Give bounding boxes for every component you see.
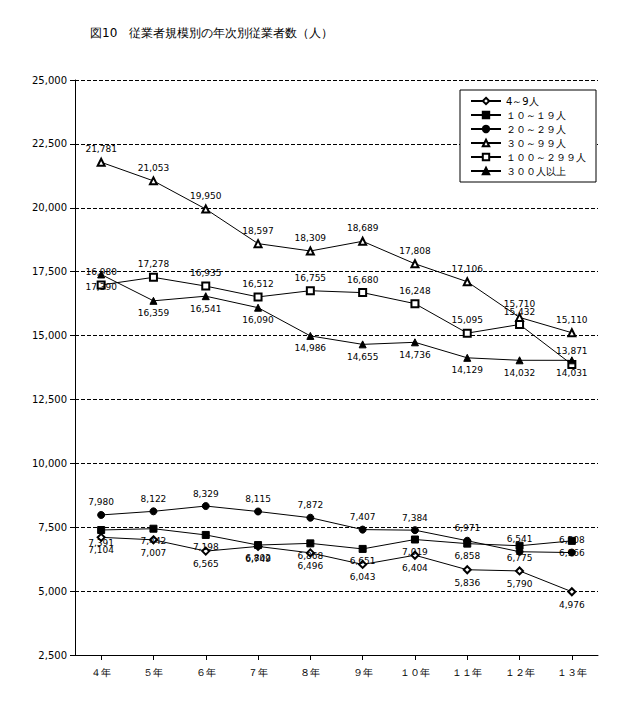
svg-text:8,115: 8,115 [245,494,271,504]
svg-text:7,007: 7,007 [141,548,167,558]
svg-text:15,110: 15,110 [556,315,588,325]
svg-text:7,198: 7,198 [193,542,219,552]
svg-text:2,500: 2,500 [38,650,67,661]
svg-text:6,775: 6,775 [507,553,533,563]
svg-text:15,432: 15,432 [504,307,536,317]
svg-text:8,122: 8,122 [141,494,167,504]
svg-text:３００人以上: ３００人以上 [506,166,566,177]
svg-text:図10 従業者規模別の年次別従業者数（人）: 図10 従業者規模別の年次別従業者数（人） [90,26,333,40]
svg-text:8,329: 8,329 [193,489,219,499]
svg-text:８年: ８年 [300,667,320,678]
svg-text:6,971: 6,971 [454,523,480,533]
svg-text:7,500: 7,500 [38,522,67,533]
svg-text:２０～２９人: ２０～２９人 [506,124,566,135]
svg-text:16,980: 16,980 [85,267,117,277]
svg-text:14,736: 14,736 [399,350,431,360]
svg-text:１００～２９９人: １００～２９９人 [506,152,586,163]
svg-text:7,872: 7,872 [297,500,323,510]
svg-text:7,407: 7,407 [350,512,376,522]
svg-text:17,390: 17,390 [85,282,117,292]
svg-text:17,278: 17,278 [138,259,170,269]
svg-text:6,858: 6,858 [454,551,480,561]
svg-text:14,986: 14,986 [295,343,327,353]
svg-text:１１年: １１年 [452,667,482,678]
svg-text:17,500: 17,500 [32,266,67,277]
svg-text:7,384: 7,384 [402,513,428,523]
svg-text:6,966: 6,966 [559,548,585,558]
svg-text:20,000: 20,000 [32,202,67,213]
svg-text:15,710: 15,710 [503,299,536,310]
svg-text:１０年: １０年 [400,667,430,678]
svg-text:6,651: 6,651 [350,556,376,566]
svg-text:22,500: 22,500 [32,138,67,149]
svg-text:6,541: 6,541 [507,534,533,544]
svg-text:7,104: 7,104 [88,545,114,556]
svg-text:6,404: 6,404 [402,563,428,573]
svg-text:１０～１９人: １０～１９人 [506,110,566,121]
svg-text:16,935: 16,935 [190,268,222,278]
svg-text:16,248: 16,248 [399,286,431,296]
svg-text:17,106: 17,106 [452,264,484,274]
svg-text:7,980: 7,980 [88,497,114,507]
svg-text:7,019: 7,019 [402,547,428,557]
svg-text:4,976: 4,976 [559,600,585,610]
svg-text:7,442: 7,442 [141,536,167,546]
svg-text:6,508: 6,508 [559,535,585,545]
svg-text:4～9人: 4～9人 [506,96,539,107]
svg-text:5,790: 5,790 [507,579,533,589]
svg-text:17,808: 17,808 [399,246,431,256]
svg-text:16,541: 16,541 [190,304,222,314]
svg-text:5,000: 5,000 [38,586,67,597]
svg-text:21,781: 21,781 [85,144,117,154]
svg-text:6,043: 6,043 [350,572,376,582]
svg-text:５年: ５年 [143,667,163,678]
svg-text:10,000: 10,000 [32,458,67,469]
svg-text:6,496: 6,496 [297,561,323,571]
svg-text:16,680: 16,680 [347,275,379,285]
svg-text:４年: ４年 [91,667,111,678]
svg-text:14,655: 14,655 [347,352,379,362]
svg-text:12,500: 12,500 [32,394,67,405]
svg-text:１２年: １２年 [505,667,535,678]
svg-text:３０～９９人: ３０～９９人 [506,138,566,149]
svg-text:16,755: 16,755 [295,273,327,283]
svg-text:９年: ９年 [353,667,373,678]
svg-text:15,000: 15,000 [32,330,67,341]
svg-text:18,309: 18,309 [295,233,327,243]
svg-text:６年: ６年 [196,667,216,678]
svg-text:7,391: 7,391 [88,538,114,548]
svg-text:6,565: 6,565 [193,559,219,569]
svg-text:16,359: 16,359 [138,308,170,318]
svg-text:5,836: 5,836 [454,578,480,588]
svg-text:6,802: 6,802 [245,553,271,563]
svg-text:14,032: 14,032 [504,368,536,378]
svg-text:16,512: 16,512 [242,279,274,289]
svg-text:１３年: １３年 [557,667,587,678]
svg-text:15,095: 15,095 [452,315,484,325]
svg-text:6,868: 6,868 [297,551,323,561]
svg-text:19,950: 19,950 [190,191,222,201]
svg-text:７年: ７年 [248,667,268,678]
svg-text:18,689: 18,689 [347,223,379,233]
svg-text:13,871: 13,871 [556,346,588,356]
svg-text:14,031: 14,031 [556,368,588,378]
svg-text:18,597: 18,597 [242,226,274,236]
svg-text:14,129: 14,129 [452,365,484,375]
svg-text:16,090: 16,090 [242,315,274,325]
svg-text:21,053: 21,053 [138,163,170,173]
svg-text:25,000: 25,000 [32,75,67,86]
